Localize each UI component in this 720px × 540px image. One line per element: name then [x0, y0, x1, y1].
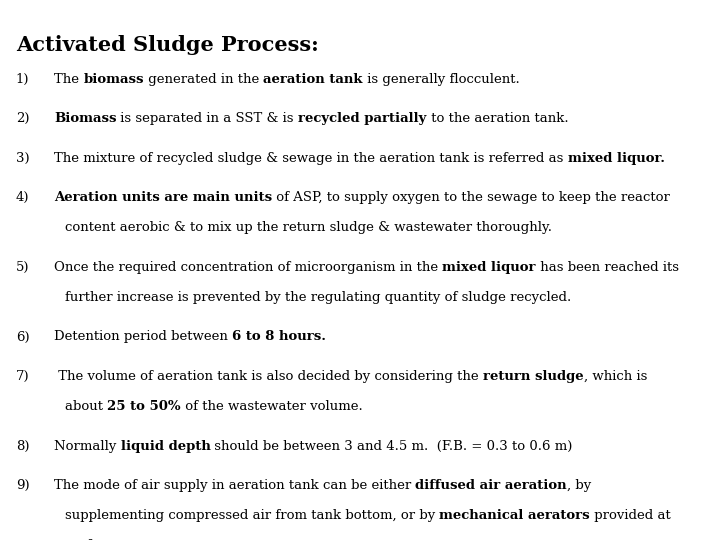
Text: 7): 7) [16, 370, 30, 383]
Text: recycled partially: recycled partially [298, 112, 427, 125]
Text: is separated in a SST & is: is separated in a SST & is [117, 112, 298, 125]
Text: generated in the: generated in the [144, 73, 264, 86]
Text: 25 to 50%: 25 to 50% [107, 400, 181, 413]
Text: Aeration units are main units: Aeration units are main units [54, 191, 272, 204]
Text: The mixture of recycled sludge & sewage in the aeration tank is referred as: The mixture of recycled sludge & sewage … [54, 152, 567, 165]
Text: of the wastewater volume.: of the wastewater volume. [181, 400, 362, 413]
Text: has been reached its: has been reached its [536, 261, 679, 274]
Text: 4): 4) [16, 191, 30, 204]
Text: to the aeration tank.: to the aeration tank. [427, 112, 568, 125]
Text: about: about [65, 400, 107, 413]
Text: Detention period between: Detention period between [54, 330, 232, 343]
Text: The volume of aeration tank is also decided by considering the: The volume of aeration tank is also deci… [54, 370, 483, 383]
Text: The mode of air supply in aeration tank can be either: The mode of air supply in aeration tank … [54, 479, 415, 492]
Text: return sludge: return sludge [483, 370, 583, 383]
Text: 6 to 8 hours.: 6 to 8 hours. [232, 330, 326, 343]
Text: of ASP, to supply oxygen to the sewage to keep the reactor: of ASP, to supply oxygen to the sewage t… [272, 191, 670, 204]
Text: diffused air aeration: diffused air aeration [415, 479, 567, 492]
Text: aeration tank: aeration tank [264, 73, 363, 86]
Text: provided at: provided at [590, 509, 670, 522]
Text: 6): 6) [16, 330, 30, 343]
Text: 1): 1) [16, 73, 30, 86]
Text: surface.: surface. [65, 539, 119, 540]
Text: content aerobic & to mix up the return sludge & wastewater thoroughly.: content aerobic & to mix up the return s… [65, 221, 552, 234]
Text: The: The [54, 73, 84, 86]
Text: further increase is prevented by the regulating quantity of sludge recycled.: further increase is prevented by the reg… [65, 291, 571, 304]
Text: Normally: Normally [54, 440, 121, 453]
Text: 2): 2) [16, 112, 30, 125]
Text: 8): 8) [16, 440, 30, 453]
Text: Activated Sludge Process:: Activated Sludge Process: [16, 35, 318, 55]
Text: supplementing compressed air from tank bottom, or by: supplementing compressed air from tank b… [65, 509, 439, 522]
Text: is generally flocculent.: is generally flocculent. [363, 73, 520, 86]
Text: should be between 3 and 4.5 m.  (F.B. = 0.3 to 0.6 m): should be between 3 and 4.5 m. (F.B. = 0… [210, 440, 573, 453]
Text: Once the required concentration of microorganism in the: Once the required concentration of micro… [54, 261, 442, 274]
Text: biomass: biomass [84, 73, 144, 86]
Text: , which is: , which is [583, 370, 647, 383]
Text: liquid depth: liquid depth [121, 440, 210, 453]
Text: mechanical aerators: mechanical aerators [439, 509, 590, 522]
Text: , by: , by [567, 479, 591, 492]
Text: mixed liquor: mixed liquor [442, 261, 536, 274]
Text: Biomass: Biomass [54, 112, 117, 125]
Text: mixed liquor.: mixed liquor. [567, 152, 665, 165]
Text: 3): 3) [16, 152, 30, 165]
Text: 5): 5) [16, 261, 30, 274]
Text: 9): 9) [16, 479, 30, 492]
